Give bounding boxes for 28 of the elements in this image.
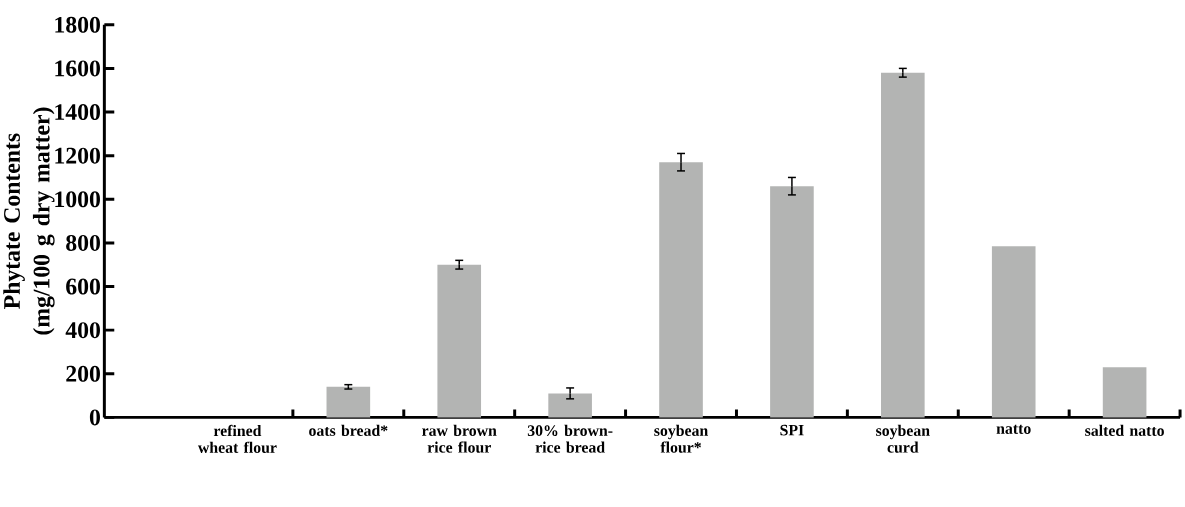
y-tick-label: 1800	[55, 16, 100, 33]
x-tick-label: salted natto	[1085, 425, 1164, 437]
bar	[326, 387, 371, 418]
y-tick-label: 200	[66, 365, 100, 382]
x-tick-label: 30% brown-rice bread	[527, 425, 613, 453]
x-tick-label: soybean flour*	[654, 425, 708, 453]
y-tick-label: 600	[66, 278, 100, 295]
bar	[548, 393, 592, 418]
x-tick-label: SPI	[780, 425, 804, 436]
y-axis-title: Phytate Contents (mg/100 g dry matter)	[3, 107, 55, 335]
y-tick-label: 1600	[55, 60, 100, 77]
y-tick-label: 1000	[55, 191, 100, 208]
x-tick-label: oats bread*	[309, 425, 388, 437]
y-tick-label: 400	[65, 322, 100, 339]
x-tick-label: soybean curd	[876, 425, 930, 453]
bar	[770, 186, 814, 418]
y-tick-label: 0	[89, 409, 100, 426]
bar	[659, 162, 703, 418]
bar	[991, 246, 1036, 418]
bar	[881, 72, 925, 418]
x-tick-label: refined wheat flour	[197, 425, 277, 454]
y-tick-label: 1200	[55, 147, 100, 164]
bar	[1102, 367, 1147, 418]
x-tick-label: natto	[996, 425, 1031, 435]
y-tick-label: 800	[66, 235, 100, 252]
y-tick-label: 1400	[55, 104, 100, 121]
bar	[437, 264, 482, 418]
x-tick-label: raw brown rice flour	[422, 425, 497, 453]
